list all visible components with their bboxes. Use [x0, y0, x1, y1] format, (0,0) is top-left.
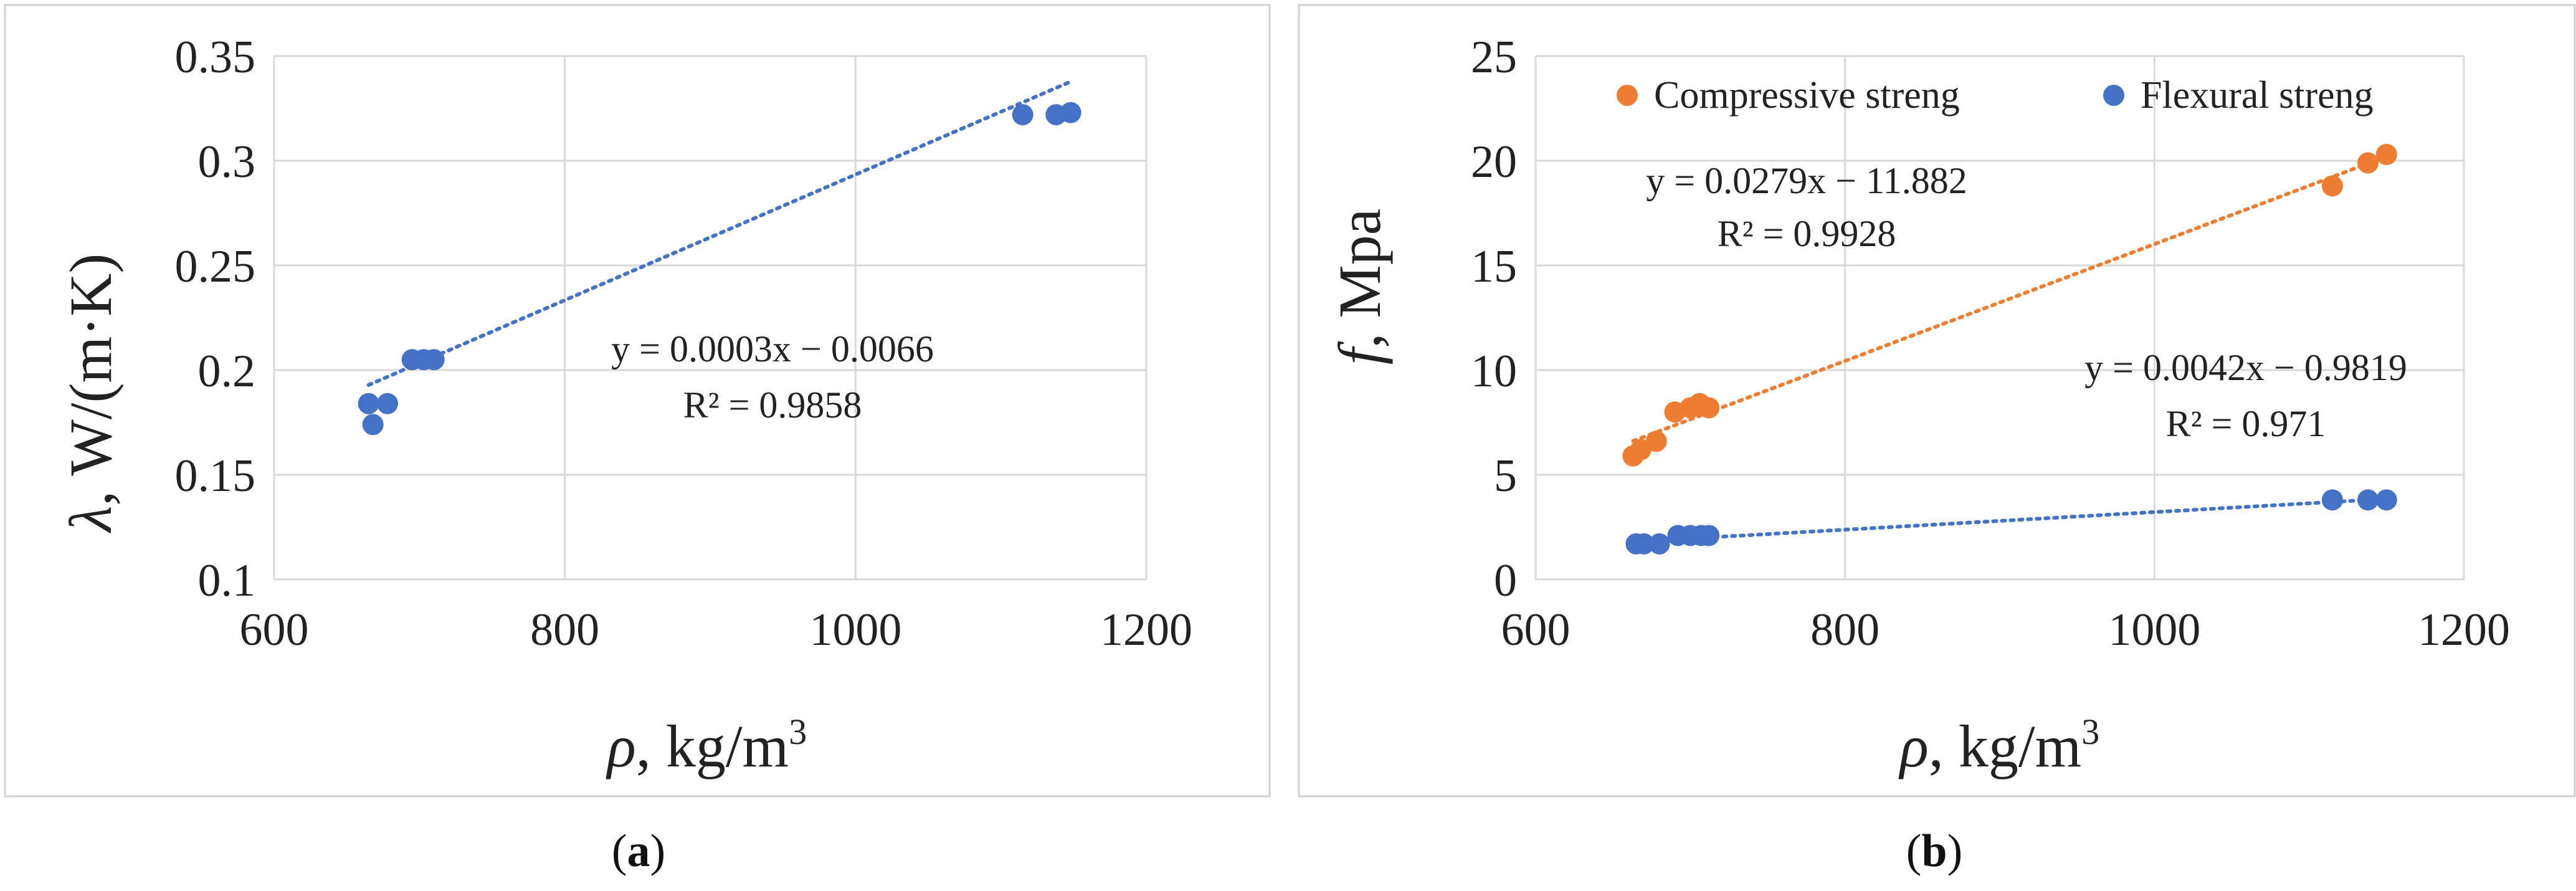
x-tick-label: 1200 [2418, 604, 2510, 655]
data-point [2357, 152, 2379, 174]
data-point [377, 393, 398, 414]
data-point [1648, 533, 1670, 555]
x-tick-label: 800 [530, 604, 599, 655]
x-tick-label: 1000 [2108, 604, 2200, 655]
legend-label: Compressive streng [1654, 74, 1960, 117]
data-point [2375, 489, 2397, 511]
panel-caption: (a) [612, 826, 665, 877]
trendline-4472c4 [1634, 497, 2388, 544]
data-point [2375, 143, 2397, 165]
data-point [1012, 104, 1034, 126]
trendline-r-squared: R² = 0.971 [2166, 403, 2326, 444]
legend-marker [2103, 85, 2124, 106]
data-point [2321, 175, 2343, 197]
data-point [423, 349, 445, 371]
y-tick-label: 0.3 [198, 136, 256, 188]
y-axis-title: λ, W/(m·K) [57, 254, 124, 534]
y-tick-label: 0.1 [198, 555, 256, 606]
y-tick-label: 0.15 [175, 450, 256, 502]
data-point [1633, 533, 1655, 555]
data-point [1645, 431, 1667, 452]
trendline-equation: y = 0.0042x − 0.9819 [2084, 347, 2407, 388]
x-tick-label: 1000 [809, 604, 901, 655]
x-tick-label: 800 [1810, 604, 1880, 655]
y-tick-label: 20 [1471, 136, 1517, 188]
chart-panel-b: 0 5 10 15 20 25 600 800 1000 1200 ρ, kg/m3 f, Mpa y … [1298, 4, 2576, 798]
data-point [1060, 102, 1081, 123]
trendline-r-squared: R² = 0.9928 [1718, 213, 1896, 254]
x-tick-label: 600 [1501, 604, 1571, 655]
x-axis-title: ρ, kg/m3 [1898, 712, 2099, 779]
legend-label: Flexural streng [2141, 74, 2374, 117]
data-point [1630, 439, 1652, 460]
trendline-equation: y = 0.0003x − 0.0066 [611, 328, 934, 369]
data-point [1698, 525, 1720, 546]
x-tick-label: 600 [240, 604, 309, 655]
data-point [2357, 489, 2379, 511]
trendline-equation: y = 0.0279x − 11.882 [1646, 160, 1967, 201]
data-point [358, 393, 379, 414]
x-axis-title: ρ, kg/m3 [606, 712, 807, 779]
y-tick-label: 0.35 [175, 32, 256, 83]
y-tick-label: 0.25 [175, 241, 256, 292]
y-tick-label: 0.2 [198, 346, 256, 397]
legend-marker [1617, 85, 1638, 106]
y-tick-label: 0 [1494, 555, 1517, 606]
trendline-ed7d31 [1631, 155, 2388, 443]
y-tick-label: 15 [1471, 241, 1517, 292]
trendline-4472c4 [366, 79, 1073, 387]
trendline-r-squared: R² = 0.9858 [683, 384, 862, 426]
chart-panel-a: 0.1 0.15 0.2 0.25 0.3 0.35 600 800 1000 1200 ρ, kg… [4, 4, 1271, 798]
chart-frame [1298, 4, 2576, 798]
x-tick-label: 1200 [1100, 604, 1192, 655]
panel-caption: (b) [1906, 826, 1962, 877]
data-point [362, 414, 384, 436]
chart-frame [4, 4, 1271, 798]
y-tick-label: 5 [1494, 450, 1517, 502]
y-tick-label: 10 [1471, 346, 1517, 397]
y-axis-title: f, Mpa [1326, 209, 1393, 365]
data-point [2321, 489, 2343, 511]
y-tick-label: 25 [1471, 32, 1517, 83]
data-point [1698, 397, 1720, 419]
